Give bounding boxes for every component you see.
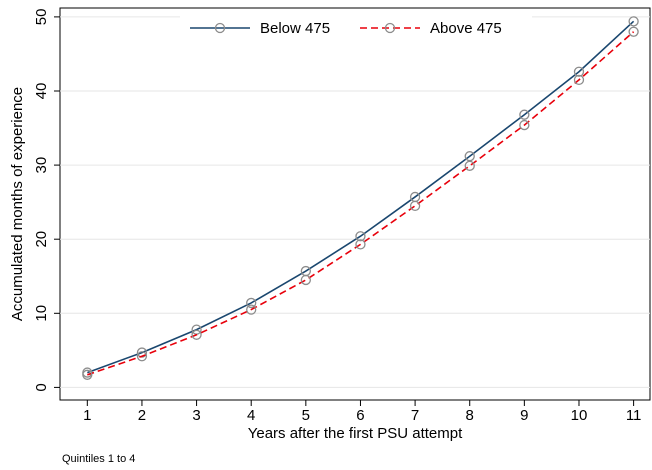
series-line	[87, 20, 635, 374]
point	[573, 74, 585, 86]
y-tick-label: 20	[33, 231, 50, 248]
point	[355, 231, 366, 242]
point	[519, 109, 530, 120]
x-tick-label: 11	[626, 407, 642, 424]
series-line	[87, 31, 635, 376]
plot-frame	[59, 7, 651, 401]
y-axis-label: Accumulated months of experience	[9, 87, 26, 321]
legend-marker	[384, 22, 396, 34]
x-tick-label: 9	[520, 407, 528, 424]
x-tick-label: 1	[83, 407, 91, 424]
point	[246, 304, 257, 315]
x-tick-label: 4	[247, 407, 255, 424]
y-tick-label: 50	[33, 9, 50, 26]
point	[409, 200, 421, 212]
legend-label: Below 475	[260, 20, 330, 37]
x-tick-label: 5	[302, 407, 310, 424]
note: Quintiles 1 to 4	[62, 453, 135, 465]
y-tick-label: 30	[33, 157, 50, 174]
x-tick-label: 8	[466, 407, 474, 424]
x-tick-label: 6	[356, 407, 364, 424]
point	[628, 16, 639, 27]
x-axis-label: Years after the first PSU attempt	[248, 425, 463, 442]
x-tick-label: 2	[138, 407, 146, 424]
point	[464, 160, 475, 171]
point	[82, 369, 93, 380]
y-tick-label: 40	[33, 83, 50, 100]
point	[246, 297, 257, 309]
legend: Below 475 Above 475	[180, 12, 532, 44]
point	[300, 274, 311, 286]
legend-marker	[214, 22, 226, 34]
point	[136, 351, 148, 362]
point	[355, 239, 366, 250]
point	[573, 66, 585, 77]
y-tick-label: 0	[33, 383, 50, 391]
point	[191, 329, 202, 340]
x-tick-label: 3	[192, 407, 200, 424]
point	[519, 119, 530, 131]
point	[628, 26, 639, 37]
x-tick-label: 7	[411, 407, 419, 424]
y-tick-label: 10	[33, 305, 50, 322]
x-tick-label: 10	[571, 407, 588, 424]
legend-label: Above 475	[430, 20, 502, 37]
